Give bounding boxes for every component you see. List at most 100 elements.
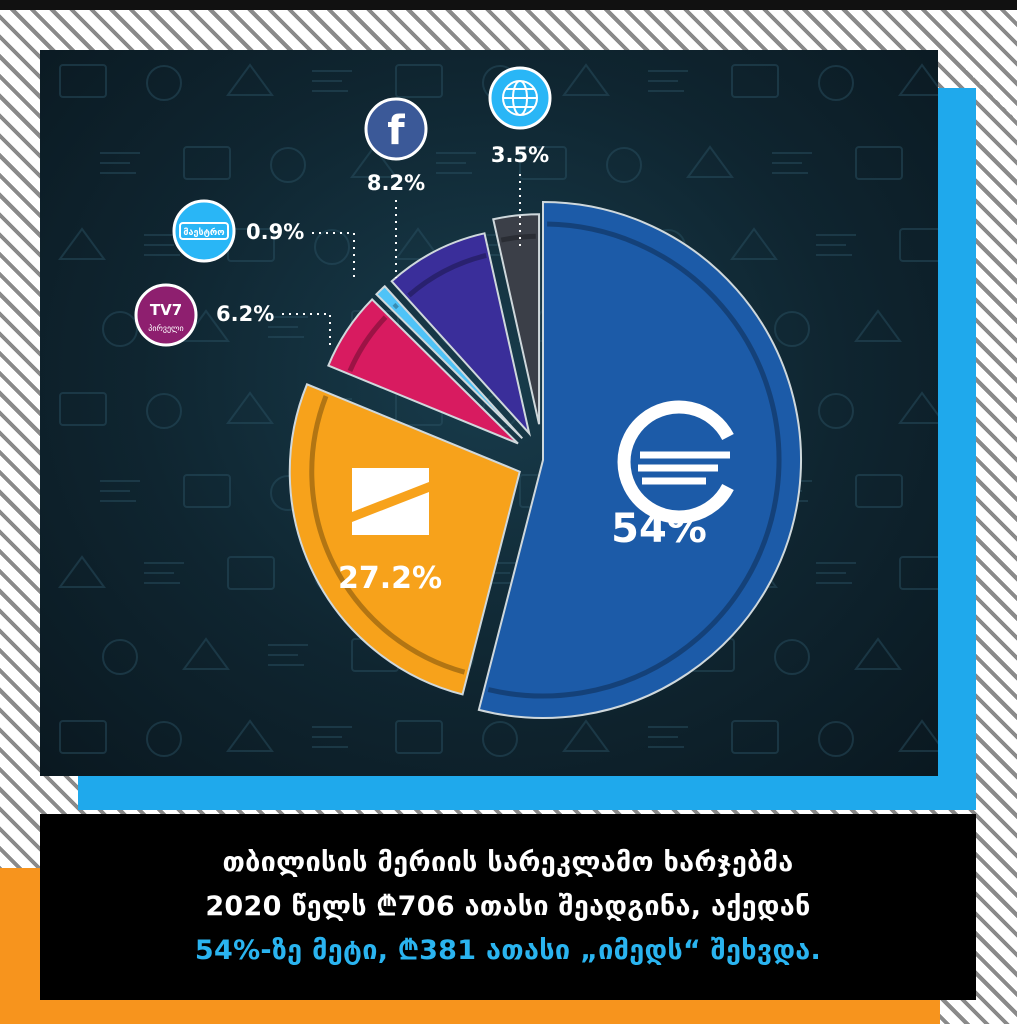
background-doodle	[226, 391, 274, 424]
slice-ring-facebook	[407, 253, 487, 298]
background-doodle	[562, 63, 610, 96]
background-doodle	[58, 227, 106, 260]
label-web: 3.5%	[491, 143, 549, 167]
background-doodle	[818, 65, 854, 101]
label-maestro: 0.9%	[246, 220, 304, 244]
background-doodle	[482, 721, 518, 757]
background-doodle	[855, 474, 903, 508]
background-doodle	[816, 562, 856, 584]
background-doodle	[350, 145, 398, 178]
pie-slice-web	[492, 213, 541, 425]
label-facebook: 8.2%	[367, 171, 425, 195]
outlet-logos: TV7 პირველი მაესტრო f	[134, 66, 734, 535]
background-doodle	[686, 145, 734, 178]
label-imedi: 54%	[611, 506, 707, 552]
slice-ring-maestro	[392, 302, 399, 310]
background-doodle	[146, 721, 182, 757]
pie-slices	[288, 200, 802, 719]
background-doodle	[606, 147, 642, 183]
background-doodle	[854, 309, 902, 342]
background-doodle	[312, 70, 352, 92]
connector-tv7	[282, 313, 331, 350]
slice-ring-tv7	[347, 315, 388, 373]
background-doodle	[731, 720, 779, 754]
caption-line-2: 2020 წელს ₾706 ათასი შეადგინა, აქედან	[205, 891, 811, 922]
label-tv7: 6.2%	[216, 302, 274, 326]
background-doodle	[59, 392, 107, 426]
caption-box: თბილისის მერიის სარეკლამო ხარჯებმა 2020 …	[40, 814, 976, 1000]
background-doodle	[898, 391, 938, 424]
svg-text:TV7: TV7	[150, 301, 182, 319]
background-doodle	[394, 227, 442, 260]
background-doodle	[818, 393, 854, 429]
pie-slice-rustavi2	[288, 383, 521, 696]
background-doodle	[730, 227, 778, 260]
background-doodle	[818, 721, 854, 757]
background-doodle	[268, 316, 308, 338]
top-border	[0, 0, 1017, 10]
background-doodle	[227, 556, 275, 590]
background-doodle	[395, 720, 443, 754]
background-doodle	[774, 639, 810, 675]
background-doodle	[144, 562, 184, 584]
background-doodle	[899, 556, 938, 590]
background-doodle	[102, 311, 138, 347]
background-doodle	[100, 480, 140, 502]
background-doodle	[226, 719, 274, 752]
background-doodle	[146, 65, 182, 101]
globe-icon	[488, 66, 552, 130]
background-doodle	[899, 228, 938, 262]
background-doodle	[182, 637, 230, 670]
background-doodle	[100, 152, 140, 174]
imedi-logo	[617, 400, 734, 524]
tv7-logo: TV7 პირველი	[134, 283, 198, 347]
background-doodle	[183, 474, 231, 508]
background-doodle	[59, 720, 107, 754]
pie-chart: TV7 პირველი მაესტრო f 54% 27.2% 6.2% 0.9% 8.2% 3…	[58, 63, 938, 757]
background-doodle	[268, 644, 308, 666]
rustavi2-logo	[352, 468, 429, 535]
percentage-labels: 54% 27.2% 6.2% 0.9% 8.2% 3.5%	[216, 143, 707, 596]
background-doodle	[58, 555, 106, 588]
background-doodle	[312, 726, 352, 748]
background-doodle	[898, 719, 938, 752]
background-doodle	[183, 146, 231, 180]
background-doodle	[816, 234, 856, 256]
pie-slice-imedi	[477, 200, 802, 719]
slice-ring-imedi	[487, 221, 782, 699]
background-doodle	[898, 63, 938, 96]
background-doodle	[731, 64, 779, 98]
connector-maestro	[312, 232, 355, 278]
caption-line-3: 54%-ზე მეტი, ₾381 ათასი „იმედს“ შეხვდა.	[194, 935, 822, 966]
svg-text:f: f	[387, 108, 405, 154]
background-doodle	[772, 152, 812, 174]
label-rustavi2: 27.2%	[338, 561, 442, 596]
background-doodle	[102, 639, 138, 675]
pie-slice-facebook	[390, 232, 532, 437]
pie-slice-maestro	[374, 284, 523, 440]
background-doodle	[519, 146, 567, 180]
chart-panel: TV7 პირველი მაესტრო f 54% 27.2% 6.2% 0.9% 8.2% 3…	[40, 50, 938, 776]
background-doodle	[59, 64, 107, 98]
slice-ring-web	[500, 233, 536, 243]
svg-text:მაესტრო: მაესტრო	[183, 227, 224, 238]
maestro-logo: მაესტრო	[172, 199, 236, 263]
background-doodle	[226, 63, 274, 96]
background-doodle	[395, 64, 443, 98]
background-doodle	[270, 147, 306, 183]
background-doodle	[854, 637, 902, 670]
background-doodle	[774, 311, 810, 347]
caption-line-1: თბილისის მერიის სარეკლამო ხარჯებმა	[222, 847, 794, 878]
background-doodle	[855, 146, 903, 180]
facebook-logo: f	[364, 97, 428, 161]
background-doodle	[648, 70, 688, 92]
pie-slice-tv7	[327, 297, 519, 445]
background-doodle	[562, 719, 610, 752]
background-doodle	[648, 726, 688, 748]
label-connectors	[282, 174, 521, 350]
background-doodle	[436, 152, 476, 174]
slice-ring-rustavi2	[309, 395, 466, 675]
background-doodle	[314, 229, 350, 265]
background-doodle	[146, 393, 182, 429]
svg-text:პირველი: პირველი	[148, 323, 183, 333]
